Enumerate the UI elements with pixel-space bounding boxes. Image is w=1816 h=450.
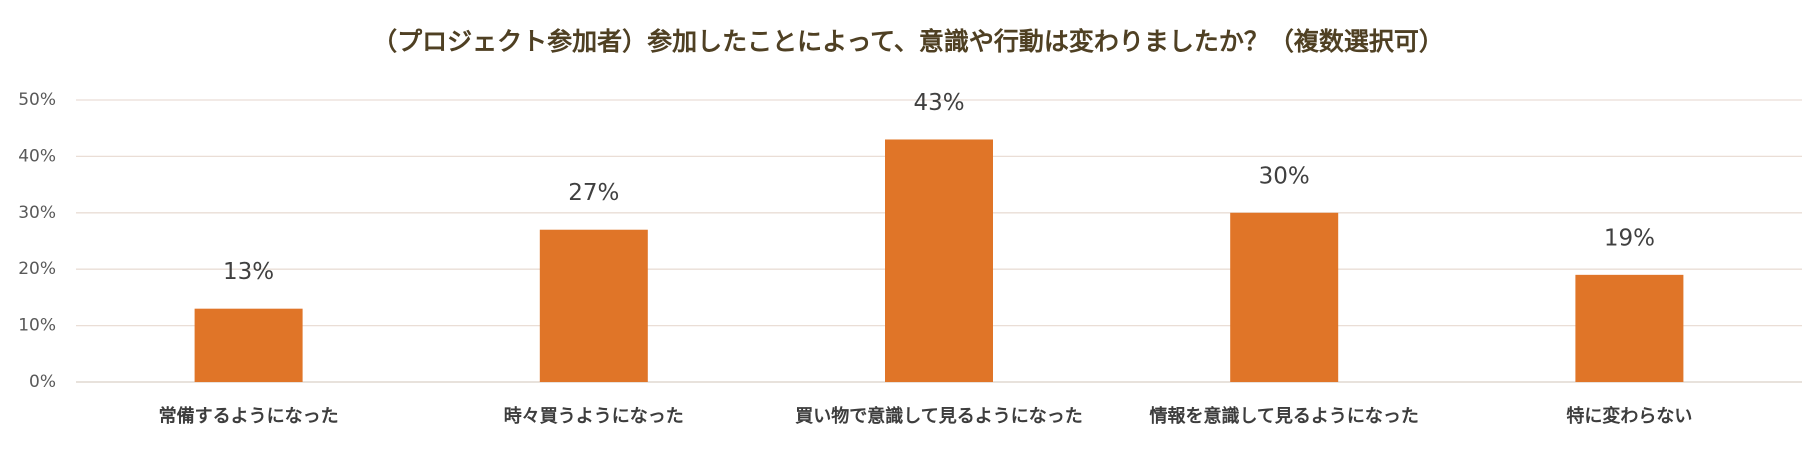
- x-tick-label: 買い物で意識して見るようになった: [795, 405, 1082, 427]
- chart-title: （プロジェクト参加者）参加したことによって、意識や行動は変わりましたか？（複数選…: [372, 27, 1444, 56]
- x-tick-label: 特に変わらない: [1566, 405, 1692, 427]
- bar: [885, 139, 993, 382]
- y-tick-label: 20%: [18, 259, 56, 279]
- data-label: 27%: [568, 180, 619, 206]
- y-tick-label: 30%: [18, 203, 56, 223]
- data-label: 13%: [223, 259, 274, 285]
- data-label: 19%: [1604, 225, 1655, 251]
- y-tick-label: 0%: [29, 372, 56, 392]
- y-tick-label: 40%: [18, 146, 56, 166]
- y-tick-label: 50%: [18, 90, 56, 110]
- bar: [539, 229, 648, 382]
- data-label: 43%: [913, 90, 964, 116]
- bar: [1575, 274, 1684, 382]
- bar: [1230, 212, 1339, 382]
- x-tick-label: 情報を意識して見るようになった: [1149, 405, 1418, 427]
- bar: [194, 308, 303, 382]
- x-tick-label: 常備するようになった: [159, 405, 339, 427]
- x-tick-label: 時々買うようになった: [504, 406, 684, 427]
- y-tick-label: 10%: [18, 316, 56, 336]
- data-label: 30%: [1259, 163, 1310, 189]
